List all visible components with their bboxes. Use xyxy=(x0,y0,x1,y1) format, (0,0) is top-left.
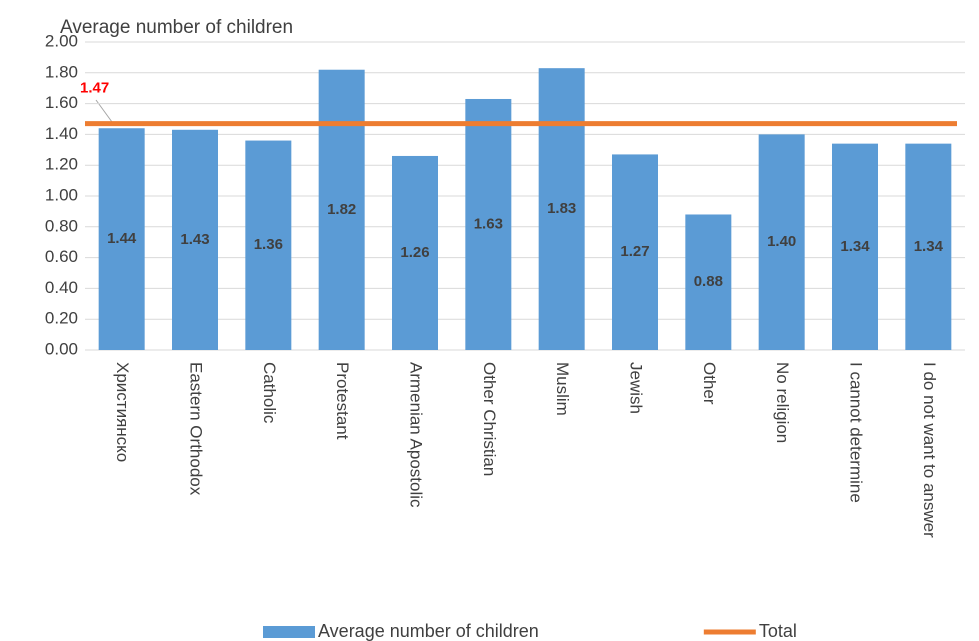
data-label: 1.40 xyxy=(767,233,796,250)
data-label: 0.88 xyxy=(694,273,723,290)
y-tick-label: 0.40 xyxy=(45,278,78,297)
x-tick-label: Eastern Orthodox xyxy=(187,362,206,496)
y-tick-label: 2.00 xyxy=(45,31,78,50)
y-tick-label: 1.00 xyxy=(45,185,78,204)
y-tick-label: 0.20 xyxy=(45,309,78,328)
data-label: 1.83 xyxy=(547,200,576,217)
y-tick-label: 1.20 xyxy=(45,155,78,174)
bar xyxy=(318,69,365,350)
bar xyxy=(245,140,292,350)
x-tick-label: Catholic xyxy=(260,362,279,424)
x-tick-label: I do not want to answer xyxy=(920,362,939,538)
x-tick-label: Muslim xyxy=(553,362,572,416)
bar xyxy=(832,143,878,350)
y-tick-label: 0.60 xyxy=(45,247,78,266)
data-label: 1.36 xyxy=(254,236,283,253)
x-tick-label: Other Christian xyxy=(480,362,499,476)
x-tick-label: No religion xyxy=(773,362,792,443)
y-tick-label: 1.80 xyxy=(45,62,78,81)
x-tick-label: Other xyxy=(700,362,719,405)
legend-swatch xyxy=(263,626,315,638)
chart-title: Average number of children xyxy=(60,17,293,38)
legend-label: Average number of children xyxy=(318,621,539,641)
data-label: 1.27 xyxy=(620,243,649,260)
x-tick-label: I cannot determine xyxy=(847,362,866,503)
bar xyxy=(465,98,512,350)
data-label: 1.34 xyxy=(840,238,870,255)
data-label: 1.43 xyxy=(180,231,209,248)
bar xyxy=(758,134,805,350)
bar xyxy=(172,129,218,350)
x-tick-label: Jewish xyxy=(627,362,646,414)
y-tick-label: 0.80 xyxy=(45,216,78,235)
bar xyxy=(685,214,732,350)
data-label: 1.34 xyxy=(914,238,944,255)
data-label: 1.26 xyxy=(400,244,429,261)
x-tick-label: Protestant xyxy=(333,362,352,440)
y-tick-label: 1.60 xyxy=(45,93,78,112)
x-tick-label: Armenian Apostolic xyxy=(407,362,426,508)
bar xyxy=(538,68,585,351)
x-tick-label: Християнско xyxy=(113,362,132,462)
bar xyxy=(612,154,658,350)
bar xyxy=(98,128,145,350)
legend-label: Total xyxy=(759,621,797,641)
bar xyxy=(905,143,952,350)
y-tick-label: 1.40 xyxy=(45,124,78,143)
data-label: 1.82 xyxy=(327,201,356,218)
bar xyxy=(392,155,438,350)
y-tick-label: 0.00 xyxy=(45,339,78,358)
data-label: 1.44 xyxy=(107,230,137,247)
data-label: 1.63 xyxy=(474,215,503,232)
annotation: 1.47 xyxy=(80,80,109,97)
